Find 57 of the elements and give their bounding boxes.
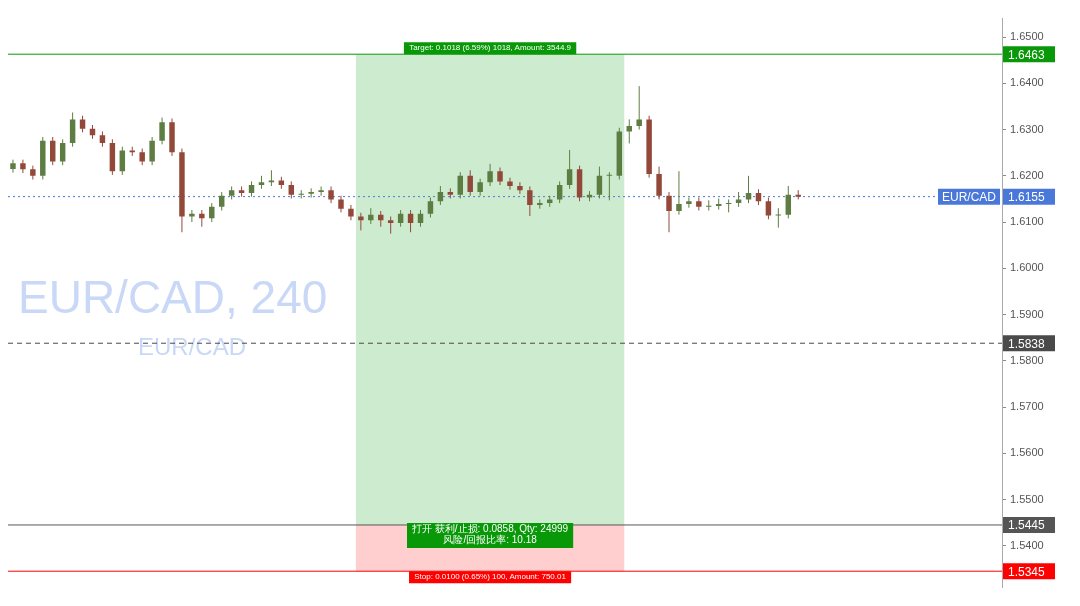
candlestick bbox=[556, 180, 563, 204]
y-tick-label: 1.6200 bbox=[1010, 168, 1044, 181]
candlestick bbox=[149, 136, 155, 166]
candlestick bbox=[656, 166, 662, 200]
y-tick-label: 1.5700 bbox=[1010, 400, 1044, 413]
y-tick-label: 1.5500 bbox=[1010, 492, 1044, 505]
candlestick bbox=[715, 197, 722, 211]
band-label: Target: 0.1018 (6.59%) 1018, Amount: 3544.9 bbox=[409, 43, 572, 53]
ref-line-label: 1.5345 bbox=[1008, 564, 1046, 579]
ref-line-label: 1.6155 bbox=[1008, 189, 1046, 204]
y-tick-label: 1.5900 bbox=[1010, 307, 1044, 320]
candlestick bbox=[457, 171, 463, 199]
y-tick-label: 1.5600 bbox=[1010, 446, 1044, 459]
candlestick bbox=[765, 197, 772, 220]
candlestick bbox=[358, 212, 364, 231]
candlestick bbox=[30, 165, 36, 181]
annotation: EUR/CAD bbox=[941, 189, 997, 204]
candlestick bbox=[189, 209, 195, 223]
y-tick-label: 1.5400 bbox=[1010, 538, 1044, 551]
candlestick bbox=[676, 170, 682, 216]
candlestick bbox=[507, 177, 513, 191]
y-tick-label: 1.6300 bbox=[1010, 122, 1044, 135]
candlestick bbox=[706, 199, 712, 212]
candlestick bbox=[328, 185, 334, 204]
candlestick bbox=[596, 166, 603, 199]
candlestick bbox=[209, 202, 215, 223]
candlestick bbox=[119, 146, 126, 176]
ref-line-label: 1.6463 bbox=[1008, 47, 1046, 62]
y-tick-label: 1.5800 bbox=[1010, 353, 1044, 366]
candlestick bbox=[20, 159, 26, 174]
band-label: Stop: 0.0100 (0.65%) 100, Amount: 750.01 bbox=[414, 572, 567, 582]
ref-line-label: 1.5445 bbox=[1008, 518, 1046, 533]
candlestick bbox=[566, 149, 573, 190]
candlestick bbox=[218, 191, 225, 212]
y-tick-label: 1.6400 bbox=[1010, 76, 1044, 89]
candlestick bbox=[318, 185, 324, 197]
candlestick bbox=[775, 207, 782, 229]
candlestick bbox=[517, 181, 523, 195]
ref-line-label: 1.5838 bbox=[1008, 336, 1046, 351]
candlestick bbox=[725, 198, 732, 213]
y-tick-label: 1.6100 bbox=[1010, 215, 1044, 228]
candlestick bbox=[487, 163, 493, 187]
y-tick-label: 1.6000 bbox=[1010, 261, 1044, 274]
candlestick bbox=[686, 197, 692, 209]
candlestick bbox=[527, 185, 533, 217]
candlestick bbox=[427, 197, 434, 218]
candlestick bbox=[69, 111, 76, 148]
candlestick bbox=[785, 185, 792, 219]
candlestick bbox=[636, 85, 642, 131]
candlestick bbox=[348, 204, 354, 221]
y-tick-label: 1.6500 bbox=[1010, 30, 1044, 43]
candlestick bbox=[10, 159, 16, 174]
candlestick bbox=[159, 117, 165, 145]
candlestick bbox=[606, 171, 613, 201]
candlestick bbox=[467, 169, 473, 197]
candlestick bbox=[666, 191, 672, 233]
annotation: 打开 获利/止损: 0.0858, Qty: 24999 风险/回报比率: 10.18 bbox=[411, 522, 569, 545]
